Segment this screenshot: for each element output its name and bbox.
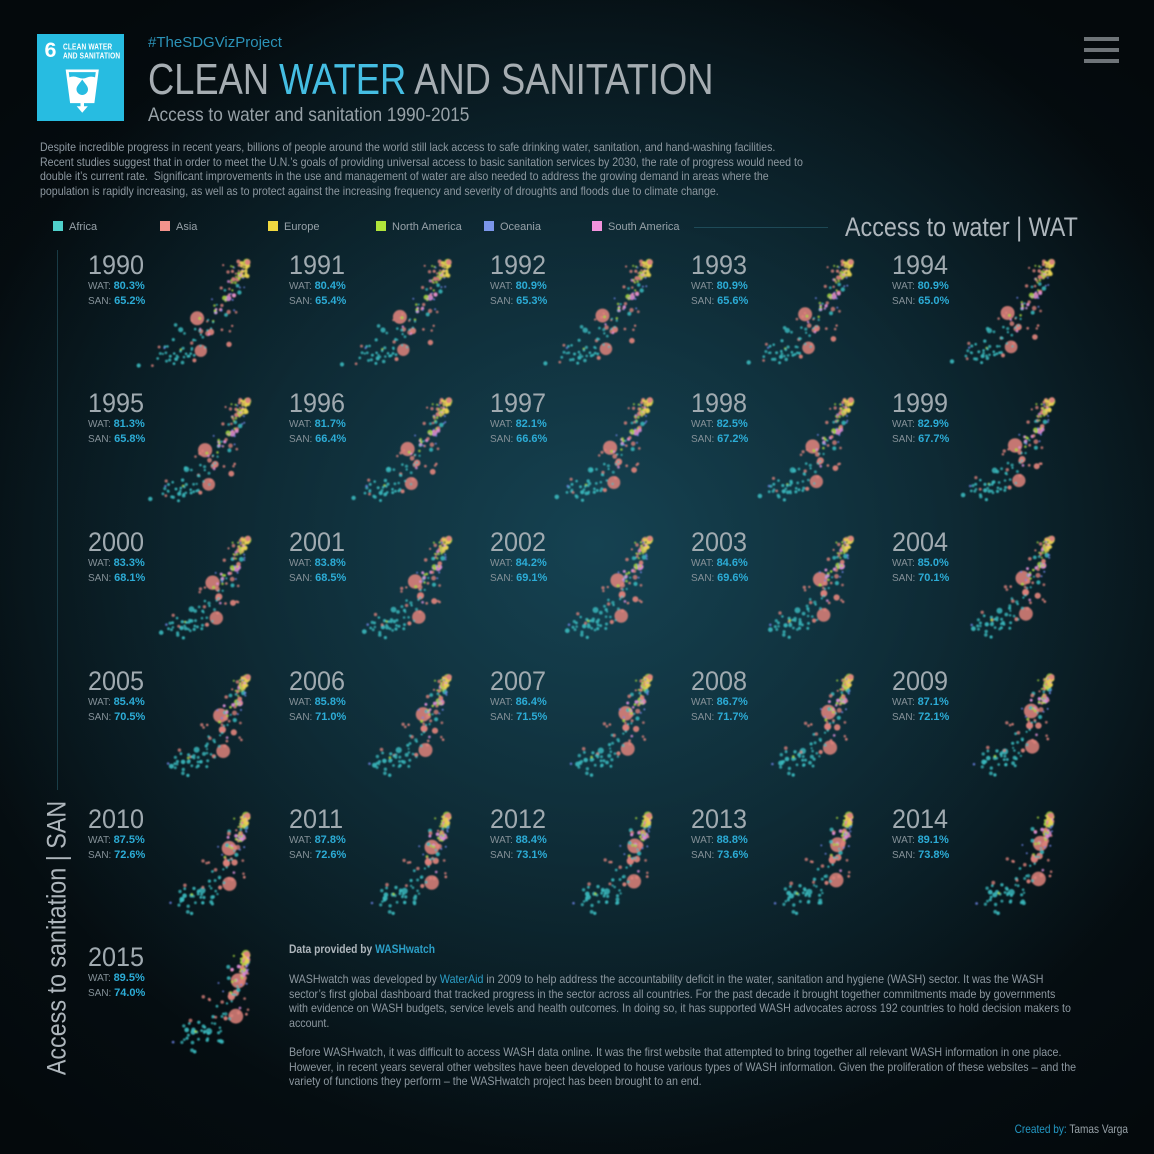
svg-text:6: 6 <box>45 38 57 62</box>
svg-text:AND SANITATION: AND SANITATION <box>63 51 120 61</box>
